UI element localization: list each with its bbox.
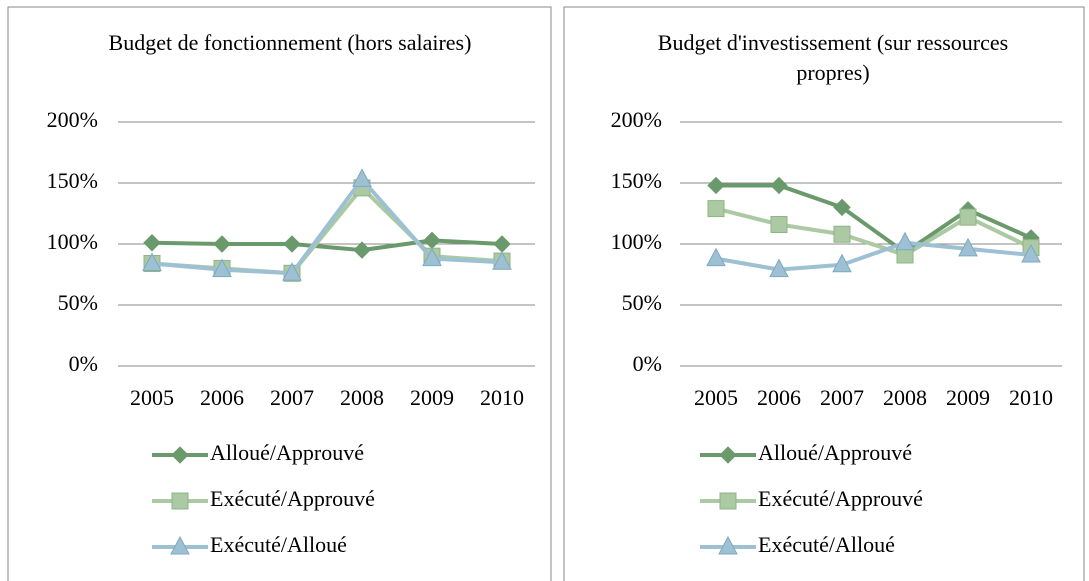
legend-label: Exécuté/Alloué	[210, 532, 347, 557]
marker	[1021, 243, 1041, 263]
marker	[353, 241, 371, 259]
y-tick-label: 100%	[47, 229, 98, 254]
legend-marker	[719, 446, 737, 464]
chart-title-box: Budget d'investissement (sur ressources …	[657, 30, 1009, 85]
legend-marker	[170, 535, 190, 555]
legend-marker	[719, 492, 737, 510]
marker	[833, 198, 851, 217]
marker	[959, 208, 977, 226]
legend-label: Exécuté/Approuvé	[758, 486, 923, 511]
legend-label: Alloué/Approuvé	[758, 440, 912, 465]
x-tick-label: 2006	[200, 385, 244, 410]
x-tick-label: 2008	[883, 385, 927, 410]
series-line	[715, 240, 1032, 272]
marker	[895, 231, 915, 251]
y-tick-label: 50%	[58, 290, 98, 315]
x-tick-label: 2010	[1009, 385, 1053, 410]
legend-label: Exécuté/Approuvé	[210, 486, 375, 511]
marker	[143, 234, 161, 252]
x-tick-label: 2007	[270, 385, 314, 410]
marker	[770, 215, 788, 233]
marker	[282, 262, 302, 281]
marker	[706, 247, 726, 267]
marker	[212, 258, 232, 278]
marker	[422, 247, 442, 267]
chart-title: Budget d'investissement (sur ressources …	[657, 30, 1009, 85]
legend-marker	[171, 492, 189, 510]
y-tick-label: 150%	[611, 168, 662, 193]
legend-marker	[171, 446, 189, 464]
marker	[769, 258, 789, 278]
marker	[707, 176, 725, 195]
series-line	[151, 238, 503, 253]
marker	[832, 253, 852, 273]
y-tick-label: 200%	[611, 107, 662, 132]
legend-label: Exécuté/Alloué	[758, 532, 895, 557]
marker	[958, 237, 978, 257]
marker	[707, 200, 725, 218]
x-tick-label: 2008	[340, 385, 384, 410]
marker	[423, 231, 441, 250]
y-tick-label: 100%	[611, 229, 662, 254]
marker	[283, 235, 301, 253]
panel-border	[563, 6, 1085, 581]
marker	[142, 252, 162, 272]
x-tick-label: 2006	[757, 385, 801, 410]
y-tick-label: 0%	[633, 351, 662, 376]
marker	[493, 235, 511, 253]
x-tick-label: 2005	[694, 385, 738, 410]
legend-marker	[718, 535, 738, 555]
marker	[352, 168, 372, 187]
x-tick-label: 2009	[410, 385, 454, 410]
x-tick-label: 2007	[820, 385, 864, 410]
marker	[213, 235, 231, 253]
panel-border	[7, 6, 552, 581]
series-line	[715, 206, 1032, 257]
marker	[833, 225, 851, 243]
series-line	[716, 183, 1032, 255]
chart-title: Budget de fonctionnement (hors salaires)	[108, 30, 472, 55]
legend-label: Alloué/Approuvé	[210, 440, 364, 465]
series-line	[151, 177, 503, 276]
marker	[492, 251, 512, 270]
y-tick-label: 50%	[622, 290, 662, 315]
chart-title-box: Budget de fonctionnement (hors salaires)	[108, 30, 472, 55]
y-tick-label: 0%	[69, 351, 98, 376]
y-tick-label: 150%	[47, 168, 98, 193]
x-tick-label: 2010	[480, 385, 524, 410]
x-tick-label: 2009	[946, 385, 990, 410]
x-tick-label: 2005	[130, 385, 174, 410]
marker	[770, 176, 788, 195]
y-tick-label: 200%	[47, 107, 98, 132]
